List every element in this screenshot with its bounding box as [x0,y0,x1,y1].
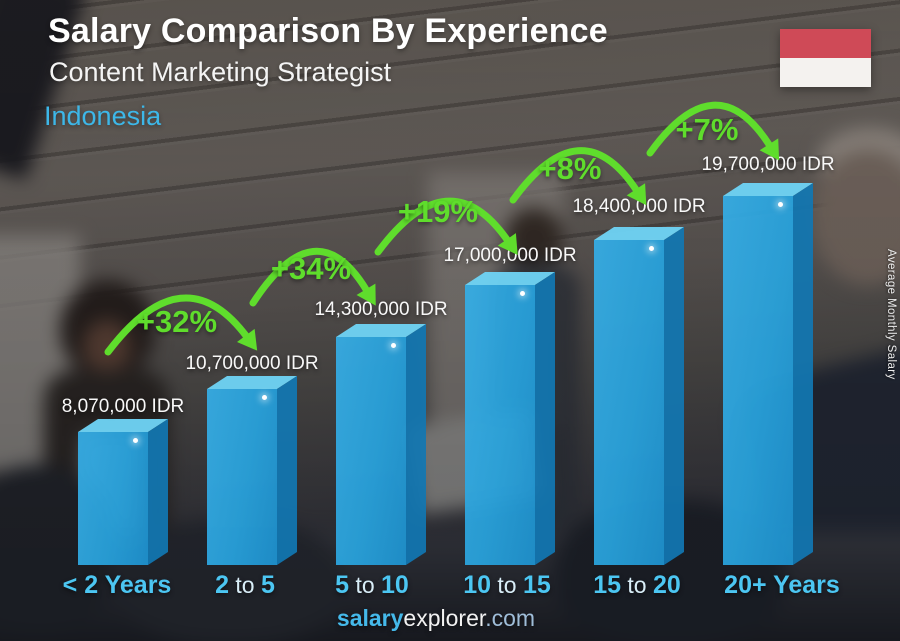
salary-value-label: 17,000,000 IDR [443,245,577,266]
bar-front-face [78,432,148,565]
increase-percent-label: +19% [397,194,479,229]
bar-side-face [406,324,426,565]
x-axis-label: 15 to 20 [593,571,681,599]
indonesia-flag-icon [780,29,871,87]
bar-front-face [465,285,535,565]
bar-front-face [207,389,277,565]
bar-under-2-years [78,419,169,565]
salary-value-label: 18,400,000 IDR [572,196,706,217]
footer-tld: .com [485,605,536,631]
bar-10-to-15-years [465,272,556,565]
footer-brand-bold: salary [336,605,404,631]
country-label: Indonesia [44,101,162,131]
bar-2-to-5-years [207,376,298,565]
bar-side-face [793,183,813,565]
bar-15-to-20-years [594,227,685,565]
increase-percent-label: +34% [270,251,352,286]
bar-highlight-dot [391,343,396,348]
site-footer-link[interactable]: salaryexplorer.com [0,605,886,632]
job-title: Content Marketing Strategist [49,57,392,87]
bar-side-face [535,272,555,565]
bar-front-face [594,240,664,565]
increase-percent-label: +8% [538,151,602,186]
footer-brand-regular: explorer [403,605,486,631]
bar-side-face [277,376,297,565]
salary-value-label: 10,700,000 IDR [185,353,319,374]
bar-highlight-dot [778,202,783,207]
x-axis-label: < 2 Years [62,571,172,599]
bar-highlight-dot [133,438,138,443]
y-axis-label: Average Monthly Salary [885,249,897,380]
x-axis-label: 2 to 5 [215,571,275,599]
flag-red-stripe [780,29,871,58]
bar-front-face [336,337,406,565]
bar-front-face [723,196,793,565]
bar-highlight-dot [262,395,267,400]
increase-percent-label: +7% [675,112,739,147]
x-axis-label: 5 to 10 [335,571,409,599]
increase-percent-label: +32% [136,304,218,339]
flag-white-stripe [780,58,871,87]
salary-value-label: 14,300,000 IDR [314,299,448,320]
salary-value-label: 8,070,000 IDR [61,396,185,417]
page-title: Salary Comparison By Experience [48,12,608,50]
bar-side-face [664,227,684,565]
bar-side-face [148,419,168,565]
bar-highlight-dot [520,291,525,296]
bar-highlight-dot [649,246,654,251]
bar-5-to-10-years [336,324,427,565]
photo-person-right-head [812,150,900,285]
x-axis-label: 20+ Years [724,571,840,599]
salary-value-label: 19,700,000 IDR [701,154,835,175]
bar-20-plus-years [723,183,814,565]
x-axis-label: 10 to 15 [463,571,551,599]
